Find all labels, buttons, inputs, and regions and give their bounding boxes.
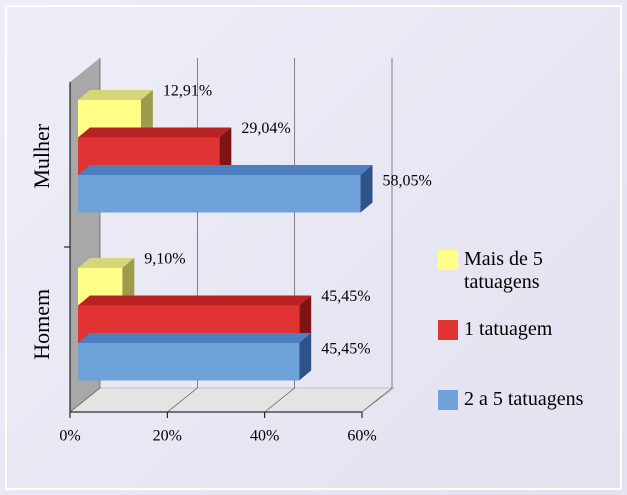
data-label: 9,10% xyxy=(144,251,185,268)
data-label: 45,45% xyxy=(321,341,370,358)
bar xyxy=(78,343,300,381)
legend-item: 1 tatuagem xyxy=(438,318,552,341)
bar xyxy=(78,175,361,213)
data-label: 45,45% xyxy=(321,288,370,305)
data-label: 29,04% xyxy=(241,120,290,137)
legend-swatch xyxy=(438,250,458,270)
bar-side xyxy=(360,165,373,213)
frame xyxy=(5,5,622,490)
x-tick-label: 20% xyxy=(153,428,182,445)
x-tick-label: 0% xyxy=(59,428,80,445)
bar-top xyxy=(78,258,135,268)
grid-line xyxy=(69,387,101,413)
legend-item: 2 a 5 tatuagens xyxy=(438,388,583,411)
bar-side xyxy=(299,295,312,343)
bar-side xyxy=(140,90,153,138)
legend-label: 1 tatuagem xyxy=(464,318,553,340)
y-tick-label: Homem xyxy=(29,289,54,360)
x-tick-label: 40% xyxy=(250,428,279,445)
data-label: 12,91% xyxy=(163,83,212,100)
bar-side xyxy=(122,258,135,306)
grid-line xyxy=(361,387,393,413)
legend-label: Mais de 5 tatuagens xyxy=(464,248,543,293)
legend-swatch xyxy=(438,390,458,410)
legend-label: 2 a 5 tatuagens xyxy=(464,388,584,410)
y-tick-label: Mulher xyxy=(29,123,54,188)
bar-top xyxy=(78,127,232,138)
bar-side xyxy=(219,127,232,175)
bar-side xyxy=(299,333,312,381)
grid-line xyxy=(264,387,295,413)
bar-top xyxy=(78,165,373,175)
x-tick-label: 60% xyxy=(347,428,376,445)
data-label: 58,05% xyxy=(383,173,432,190)
bar-top xyxy=(78,295,312,306)
legend-item: Mais de 5 tatuagens xyxy=(438,248,588,294)
floor xyxy=(69,387,395,413)
grid-line xyxy=(167,387,198,413)
bar-top xyxy=(78,90,153,100)
bar-top xyxy=(78,333,312,343)
legend-swatch xyxy=(438,320,458,340)
